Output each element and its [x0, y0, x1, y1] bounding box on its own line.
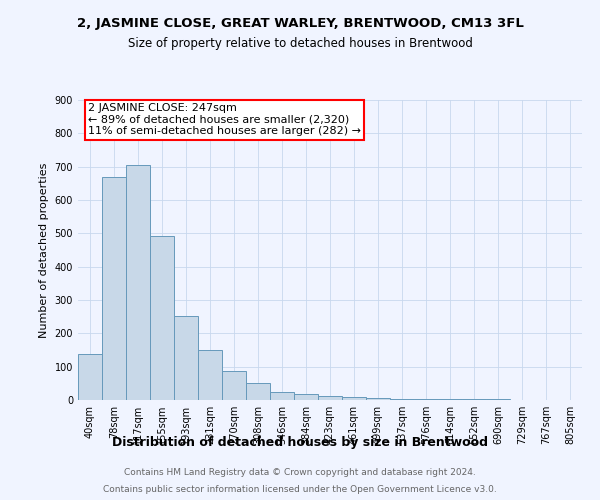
Bar	[318, 396, 342, 400]
Text: 2 JASMINE CLOSE: 247sqm
← 89% of detached houses are smaller (2,320)
11% of semi: 2 JASMINE CLOSE: 247sqm ← 89% of detache…	[88, 103, 361, 136]
Y-axis label: Number of detached properties: Number of detached properties	[39, 162, 49, 338]
Bar	[150, 236, 174, 400]
Text: Distribution of detached houses by size in Brentwood: Distribution of detached houses by size …	[112, 436, 488, 449]
Bar	[222, 370, 246, 400]
Bar	[390, 398, 414, 400]
Text: 2, JASMINE CLOSE, GREAT WARLEY, BRENTWOOD, CM13 3FL: 2, JASMINE CLOSE, GREAT WARLEY, BRENTWOO…	[77, 18, 523, 30]
Bar	[78, 354, 102, 400]
Bar	[270, 392, 294, 400]
Bar	[102, 176, 126, 400]
Bar	[198, 350, 222, 400]
Bar	[126, 164, 150, 400]
Text: Contains public sector information licensed under the Open Government Licence v3: Contains public sector information licen…	[103, 486, 497, 494]
Bar	[246, 384, 270, 400]
Bar	[414, 399, 438, 400]
Text: Contains HM Land Registry data © Crown copyright and database right 2024.: Contains HM Land Registry data © Crown c…	[124, 468, 476, 477]
Bar	[366, 398, 390, 400]
Bar	[342, 397, 366, 400]
Bar	[174, 316, 198, 400]
Text: Size of property relative to detached houses in Brentwood: Size of property relative to detached ho…	[128, 38, 472, 51]
Bar	[294, 394, 318, 400]
